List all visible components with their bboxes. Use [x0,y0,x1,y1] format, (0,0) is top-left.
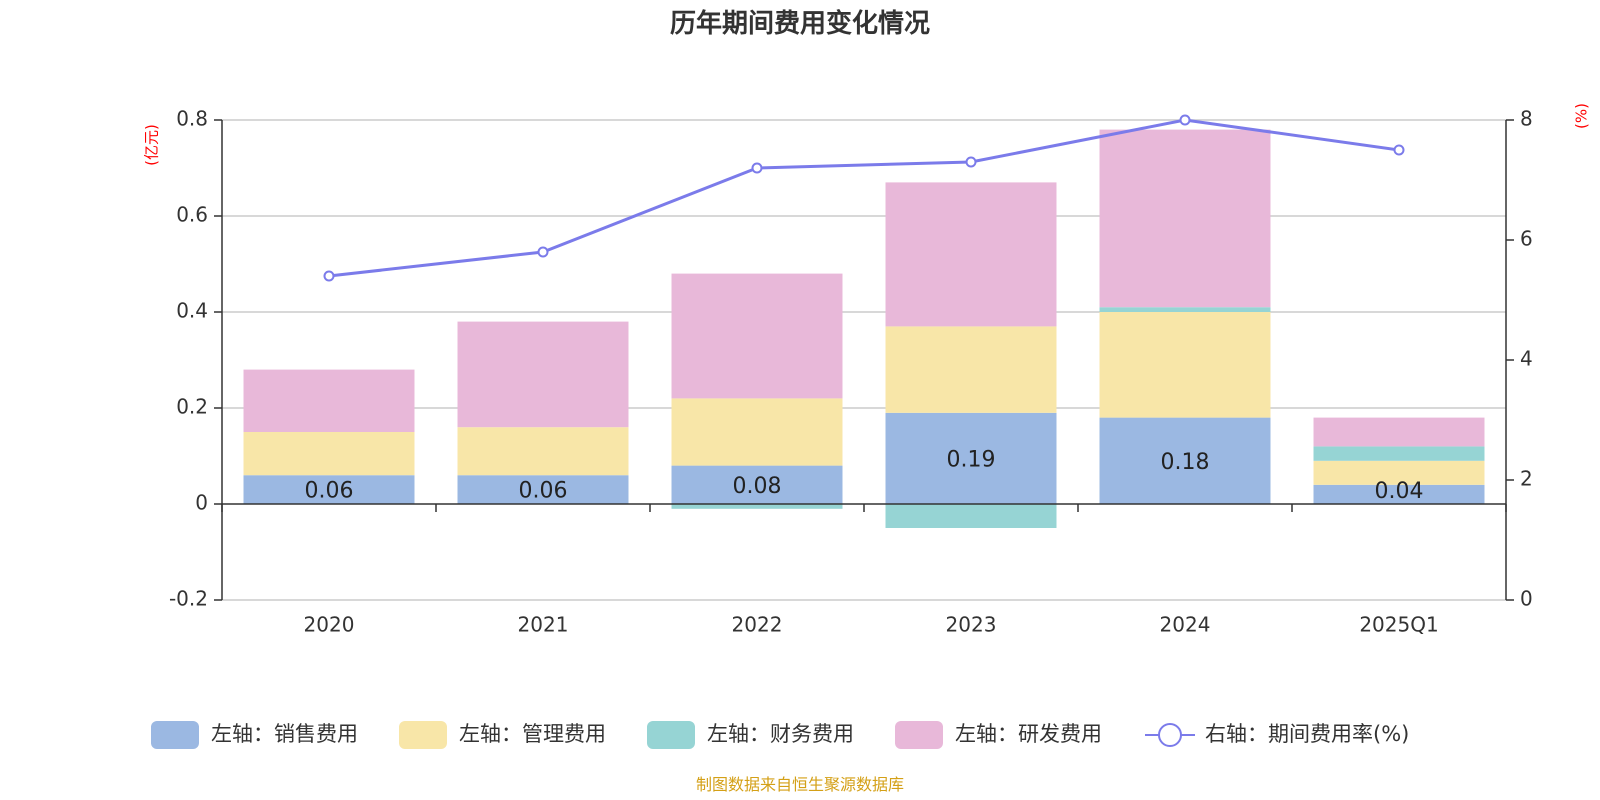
bar-finance [885,504,1057,528]
legend-item-rnd: 左轴：研发费用 [895,721,1102,749]
right-axis-tick-label: 4 [1520,347,1533,371]
source-note: 制图数据来自恒生聚源数据库 [696,775,904,794]
rate-polyline [328,118,1400,278]
right-axis-tick-label: 8 [1520,107,1533,131]
legend-item-finance: 左轴：财务费用 [647,721,854,749]
legend-swatch-finance [647,721,695,749]
x-axis-tick-label: 2023 [946,613,997,637]
legend-swatch-rnd [895,721,943,749]
bar-admin [671,398,843,466]
bar-rnd [457,321,629,428]
bar-sales [1313,484,1485,504]
bar-rnd [243,369,415,432]
bar-rnd [1099,129,1271,308]
data-labels: 0.06 0.06 0.08 0.19 0.18 0.04 [305,447,1424,504]
bar-finance [1099,307,1271,312]
bar-admin [885,326,1057,413]
bar-finance [1313,446,1485,461]
right-axis-tick-label: 6 [1520,227,1533,251]
data-label: 0.04 [1375,479,1424,504]
left-axis-tick-label: -0.2 [169,587,208,611]
bar-admin [1099,312,1271,418]
rate-line [323,114,1405,282]
bar-sales [457,475,629,504]
chart-title: 历年期间费用变化情况 [670,8,930,39]
legend-label-finance: 左轴：财务费用 [707,722,854,746]
legend-item-sales: 左轴：销售费用 [151,721,358,749]
bar-sales [1099,417,1271,504]
right-axis-tick-label: 2 [1520,467,1533,491]
legend-marker-swatch [1158,723,1182,747]
legend-item-rate: 右轴：期间费用率(%) [1145,722,1409,747]
left-axis-tick-label: 0.8 [176,107,208,131]
data-label: 0.08 [733,474,782,499]
legend-label-rate: 右轴：期间费用率(%) [1205,722,1409,746]
left-axis-tick-label: 0.6 [176,203,208,227]
left-axis-tick-label: 0.2 [176,395,208,419]
bar-rnd [1313,417,1485,447]
bar-admin [243,432,415,476]
x-axis-tick-label: 2022 [732,613,783,637]
legend: 左轴：销售费用 左轴：管理费用 左轴：财务费用 左轴：研发费用 右轴：期间费用率(%) [151,721,1409,749]
rate-point [1179,114,1191,126]
data-label: 0.06 [305,479,354,504]
legend-label-sales: 左轴：销售费用 [211,722,358,746]
bar-admin [1313,460,1485,485]
rate-point [323,270,335,282]
x-axis-tick-label: 2024 [1160,613,1211,637]
rate-point [1393,144,1405,156]
bar-sales [885,412,1057,504]
bar-rnd [885,182,1057,327]
bar-admin [457,427,629,476]
legend-label-admin: 左轴：管理费用 [459,722,606,746]
right-axis-unit: (%) [1573,103,1591,129]
rate-point [537,246,549,258]
legend-swatch-sales [151,721,199,749]
legend-item-admin: 左轴：管理费用 [399,721,606,749]
bar-sales [671,465,843,504]
x-axis-tick-label: 2020 [304,613,355,637]
data-label: 0.18 [1161,450,1210,475]
legend-swatch-admin [399,721,447,749]
rate-point [965,156,977,168]
left-axis-tick-label: 0 [195,491,208,515]
gridlines [222,119,1506,601]
rate-point [751,162,763,174]
bars [243,129,1485,528]
x-axis-tick-label: 2025Q1 [1359,613,1438,637]
axes: -0.2 0 0.2 0.4 0.6 0.8 0 2 4 6 8 2020 2021 2022 2023 20… [169,107,1533,637]
bar-rnd [671,273,843,399]
bar-sales [243,475,415,504]
data-label: 0.06 [519,479,568,504]
left-axis-tick-label: 0.4 [176,299,208,323]
legend-label-rnd: 左轴：研发费用 [955,722,1102,746]
right-axis-tick-label: 0 [1520,587,1533,611]
x-axis-tick-label: 2021 [518,613,569,637]
data-label: 0.19 [947,447,996,472]
left-axis-unit: (亿元) [143,124,161,166]
bar-finance [671,504,843,509]
